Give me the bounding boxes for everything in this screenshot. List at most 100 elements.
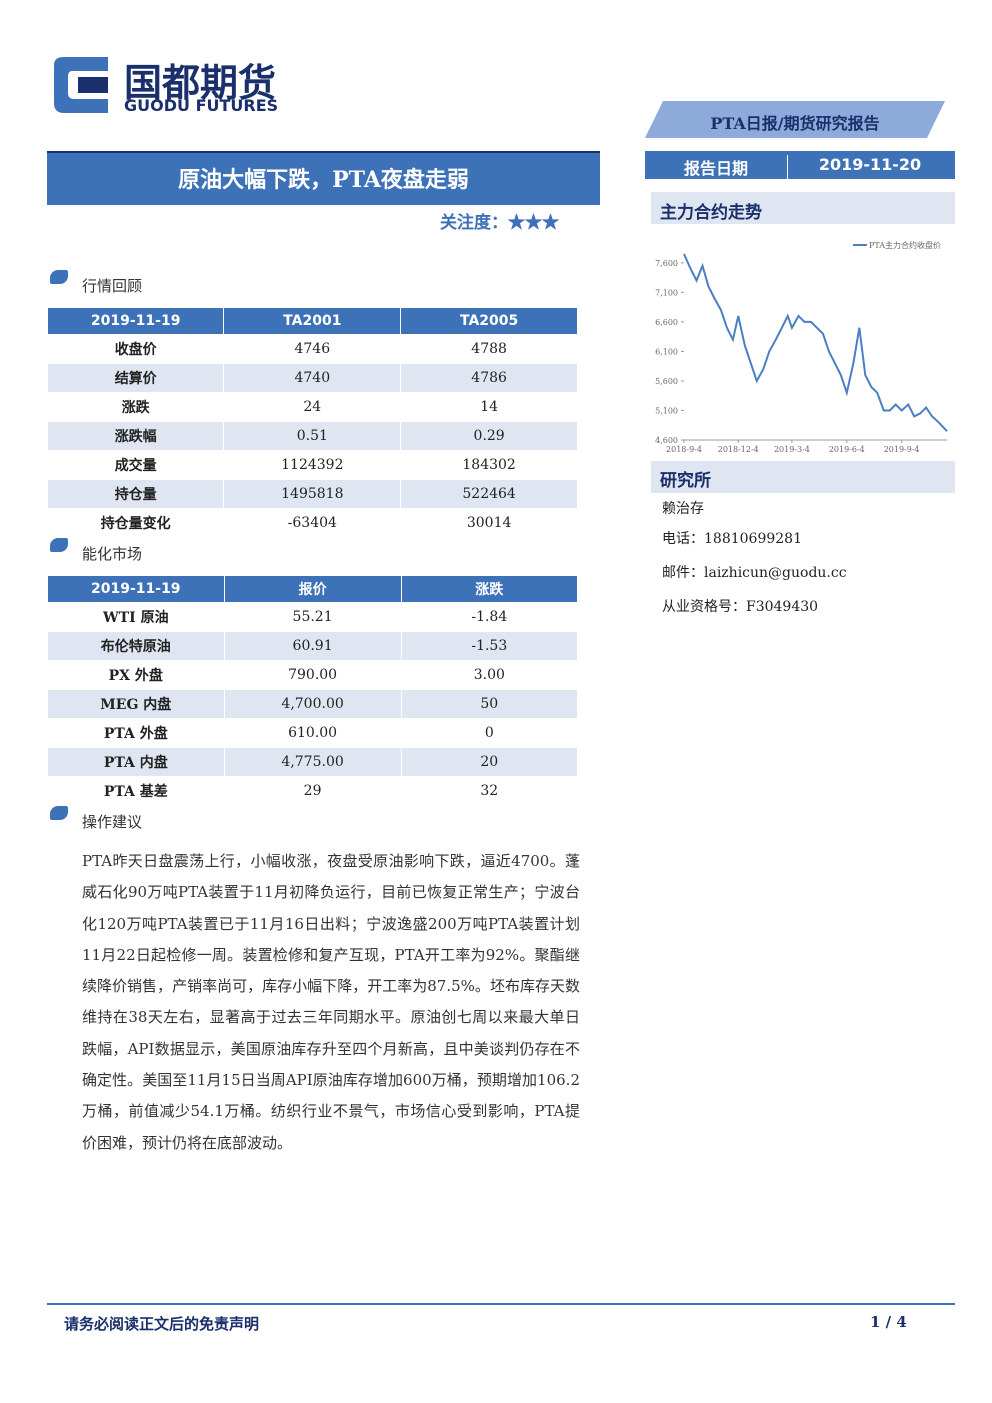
section-heading: 能化市场 [82,545,143,563]
x-tick-label: 2018-9-4 [666,445,702,454]
attention: 关注度：★★★ [440,208,559,233]
price-line [683,253,948,432]
table-cell: 持仓量变化 [46,508,225,538]
table-cell: 184302 [400,450,578,480]
table-row: 成交量 1124392 184302 [46,450,578,480]
email: 邮件：laizhicun@guodu.cc [662,565,847,581]
table-row: WTI 原油 55.21 -1.84 [47,602,579,632]
table-cell: 4740 [223,363,402,393]
table-cell: 布伦特原油 [47,631,225,661]
section-heading: 操作建议 [82,813,143,831]
table-cell: PTA 基差 [47,776,225,806]
table-row: 持仓量变化 -63404 30014 [46,508,578,538]
table-row: PTA 内盘 4,775.00 20 [47,747,579,777]
table-cell: 1124392 [223,450,402,480]
y-tick-label: 6,100 [655,347,678,356]
table-cell: 55.21 [223,602,402,632]
table-cell: 涨跌幅 [46,421,225,451]
footer-rule [47,1303,955,1305]
table-cell: 522464 [400,479,578,509]
table-cell: 20 [400,747,579,777]
chart-heading: 主力合约走势 [660,203,762,223]
table-cell: PTA 外盘 [47,718,225,748]
table-cell: -63404 [223,508,402,538]
logo-mark [54,57,108,113]
legend-label: PTA主力合约收盘价 [869,240,941,250]
license: 从业资格号：F3049430 [662,599,819,615]
table-cell: 3.00 [400,660,579,690]
table-cell: 50 [400,689,579,719]
quote-table: 2019-11-19 TA2001 TA2005 收盘价 4746 4788 结算价 4740… [46,307,578,538]
table-row: 涨跌 24 14 [46,392,578,422]
table-cell: PTA 内盘 [47,747,225,777]
attention-label: 关注度： [440,213,508,233]
table-cell: 1495818 [223,479,402,509]
y-tick-label: 7,600 [655,259,678,268]
table-cell: -1.53 [400,631,579,661]
section-icon [50,806,68,820]
x-tick-label: 2019-3-4 [774,445,810,454]
table-row: PTA 外盘 610.00 0 [47,718,579,748]
date-label: 报告日期 [645,155,788,179]
table-cell: 24 [223,392,402,422]
table-cell: 持仓量 [46,479,225,509]
section-icon [50,270,68,284]
x-tick-label: 2019-6-4 [829,445,865,454]
table-cell: 0.29 [400,421,578,451]
table-cell: 收盘价 [46,334,225,364]
table-cell: 涨跌 [46,392,225,422]
table-cell: MEG 内盘 [47,689,225,719]
x-tick-label: 2019-9-4 [884,445,920,454]
y-tick-label: 7,100 [655,288,678,297]
table-cell: WTI 原油 [47,602,225,632]
table-cell: 32 [400,776,579,806]
y-tick-label: 5,100 [655,406,678,415]
x-tick-label: 2018-12-4 [718,445,759,454]
energy-table: 2019-11-19 报价 涨跌 WTI 原油 55.21 -1.84 布伦特原油 60.91… [47,575,579,806]
y-tick-label: 4,600 [655,436,678,445]
report-type-band [645,101,945,138]
y-tick-label: 6,600 [655,318,678,327]
table-cell: 4,700.00 [223,689,402,719]
header-cell: 报价 [223,575,402,603]
title-band [47,151,600,205]
table-cell: 30014 [400,508,578,538]
advice-text: PTA昨天日盘震荡上行，小幅收涨，夜盘受原油影响下跌，逼近4700。蓬威石化90… [82,852,580,1152]
table-row: 涨跌幅 0.51 0.29 [46,421,578,451]
table-cell: 4786 [400,363,578,393]
header-cell: 2019-11-19 [46,307,225,335]
table-cell: 60.91 [223,631,402,661]
table-cell: 0 [400,718,579,748]
table-cell: 0.51 [223,421,402,451]
logo-cn: 国都期货 [124,61,277,105]
date-band [645,151,955,179]
header-row: 2019-11-19 报价 涨跌 [47,575,579,603]
report-type: PTA日报/期货研究报告 [710,114,880,133]
table-cell: 成交量 [46,450,225,480]
table-cell: 4,775.00 [223,747,402,777]
price-chart: 4,600 5,100 5,600 6,100 6,600 7,100 7,600 2018-… [655,240,948,454]
table-row: 收盘价 4746 4788 [46,334,578,364]
table-cell: 4788 [400,334,578,364]
table-cell: 790.00 [223,660,402,690]
table-cell: 4746 [223,334,402,364]
table-cell: -1.84 [400,602,579,632]
table-cell: 29 [223,776,402,806]
y-tick-label: 5,600 [655,377,678,386]
section-heading: 行情回顾 [82,277,143,295]
section-icon [50,538,68,552]
table-row: 持仓量 1495818 522464 [46,479,578,509]
phone: 电话：18810699281 [662,531,802,547]
logo-en: GUODU FUTURES [124,96,279,115]
title: 原油大幅下跌，PTA夜盘走弱 [178,167,469,193]
disclaimer: 请务必阅读正文后的免责声明 [64,1315,260,1333]
header-cell: 涨跌 [400,575,579,603]
table-row: PX 外盘 790.00 3.00 [47,660,579,690]
table-row: PTA 基差 29 32 [47,776,579,806]
table-cell: PX 外盘 [47,660,225,690]
header-cell: TA2001 [223,307,402,335]
header-cell: 2019-11-19 [47,575,225,603]
research-heading: 研究所 [660,471,711,491]
table-row: 布伦特原油 60.91 -1.53 [47,631,579,661]
